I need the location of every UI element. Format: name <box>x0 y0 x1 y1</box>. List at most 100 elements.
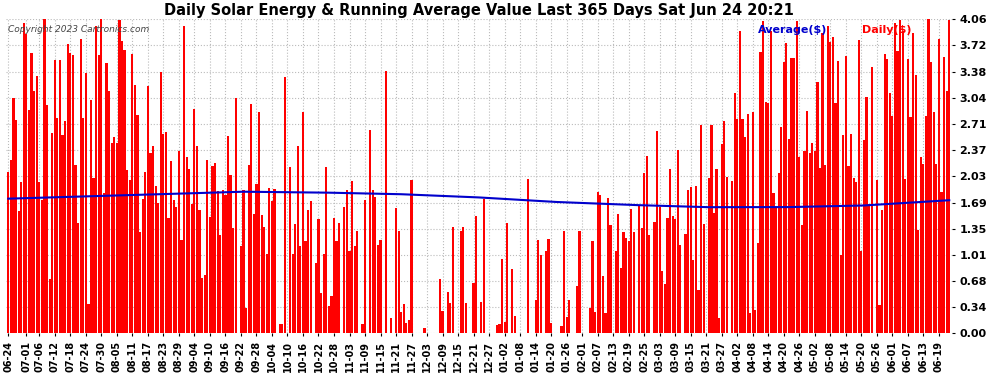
Bar <box>886 59 888 333</box>
Bar <box>920 157 922 333</box>
Bar <box>346 190 348 333</box>
Bar <box>446 292 448 333</box>
Bar <box>535 300 537 333</box>
Bar <box>95 26 97 333</box>
Bar <box>762 21 764 333</box>
Bar <box>310 201 312 333</box>
Bar <box>819 168 821 333</box>
Bar <box>759 53 761 333</box>
Bar <box>103 193 105 333</box>
Bar <box>928 19 930 333</box>
Bar <box>910 117 912 333</box>
Bar <box>809 153 811 333</box>
Bar <box>390 318 392 333</box>
Bar <box>837 62 840 333</box>
Bar <box>323 254 325 333</box>
Bar <box>151 146 154 333</box>
Bar <box>897 51 899 333</box>
Bar <box>878 305 880 333</box>
Bar <box>718 318 721 333</box>
Bar <box>219 235 222 333</box>
Bar <box>796 21 798 333</box>
Bar <box>180 240 182 333</box>
Bar <box>212 166 214 333</box>
Bar <box>49 279 50 333</box>
Bar <box>243 190 245 333</box>
Bar <box>855 183 857 333</box>
Bar <box>645 156 647 333</box>
Bar <box>51 133 53 333</box>
Bar <box>459 231 461 333</box>
Bar <box>400 312 402 333</box>
Bar <box>23 23 25 333</box>
Bar <box>36 76 38 333</box>
Bar <box>41 200 43 333</box>
Bar <box>671 216 674 333</box>
Bar <box>15 120 17 333</box>
Bar <box>53 60 55 333</box>
Bar <box>644 173 645 333</box>
Bar <box>658 207 660 333</box>
Bar <box>79 39 82 333</box>
Bar <box>751 112 753 333</box>
Bar <box>149 153 151 333</box>
Bar <box>33 90 36 333</box>
Bar <box>602 276 604 333</box>
Bar <box>917 230 920 333</box>
Bar <box>661 271 663 333</box>
Bar <box>129 180 131 333</box>
Bar <box>772 194 774 333</box>
Bar <box>695 186 697 333</box>
Bar <box>284 77 286 333</box>
Bar <box>271 201 273 333</box>
Bar <box>703 224 705 333</box>
Bar <box>483 199 485 333</box>
Bar <box>506 223 508 333</box>
Bar <box>281 324 283 333</box>
Bar <box>565 316 567 333</box>
Bar <box>424 328 426 333</box>
Bar <box>58 60 61 333</box>
Bar <box>56 118 58 333</box>
Bar <box>61 135 63 333</box>
Bar <box>891 117 893 333</box>
Bar <box>822 33 824 333</box>
Bar <box>948 20 950 333</box>
Bar <box>92 178 95 333</box>
Bar <box>142 199 144 333</box>
Bar <box>578 231 581 333</box>
Bar <box>940 192 942 333</box>
Bar <box>669 169 671 333</box>
Bar <box>653 222 655 333</box>
Bar <box>294 224 296 333</box>
Bar <box>77 223 79 333</box>
Bar <box>384 71 387 333</box>
Bar <box>206 160 209 333</box>
Bar <box>159 72 162 333</box>
Bar <box>328 306 330 333</box>
Bar <box>777 173 780 333</box>
Bar <box>638 206 641 333</box>
Bar <box>594 312 596 333</box>
Bar <box>764 102 767 333</box>
Bar <box>656 131 658 333</box>
Bar <box>617 214 620 333</box>
Bar <box>863 140 865 333</box>
Bar <box>175 207 177 333</box>
Bar <box>299 246 302 333</box>
Bar <box>827 26 829 333</box>
Bar <box>811 143 814 333</box>
Bar <box>260 215 262 333</box>
Bar <box>902 31 904 333</box>
Bar <box>780 127 782 333</box>
Bar <box>945 91 947 333</box>
Bar <box>817 82 819 333</box>
Bar <box>576 286 578 333</box>
Bar <box>775 207 777 333</box>
Bar <box>258 112 260 333</box>
Bar <box>923 164 925 333</box>
Bar <box>162 134 164 333</box>
Bar <box>832 36 834 333</box>
Bar <box>527 178 529 333</box>
Bar <box>191 204 193 333</box>
